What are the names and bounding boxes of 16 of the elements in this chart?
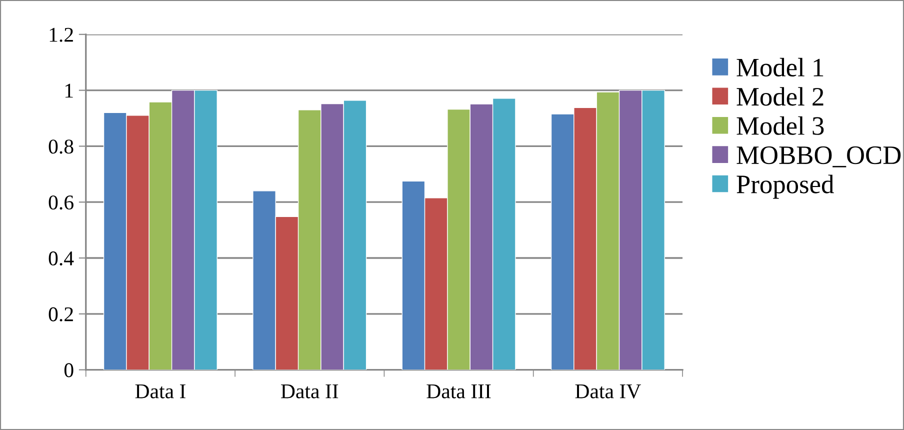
x-tick-label: Data I <box>135 384 186 398</box>
y-tick-label: 1 <box>65 84 73 98</box>
y-tick-label: 0.2 <box>48 307 73 322</box>
y-tick-label: 1.2 <box>50 28 73 42</box>
y-tick-label: 0.8 <box>48 140 74 154</box>
x-tick-label: Data III <box>426 384 491 398</box>
x-tick-label: Data II <box>281 384 338 398</box>
legend-label: MOBBO_OCD <box>736 146 901 168</box>
y-tick-label: 0.4 <box>48 251 74 266</box>
legend-label: Model 2 <box>736 87 824 106</box>
y-tick-label: 0.6 <box>48 195 74 210</box>
y-tick-label: 0 <box>64 363 74 378</box>
x-tick-label: Data IV <box>575 384 641 398</box>
legend-label: Model 3 <box>736 116 824 135</box>
legend-label: Model 1 <box>736 58 824 76</box>
legend-label: Proposed <box>736 174 834 199</box>
